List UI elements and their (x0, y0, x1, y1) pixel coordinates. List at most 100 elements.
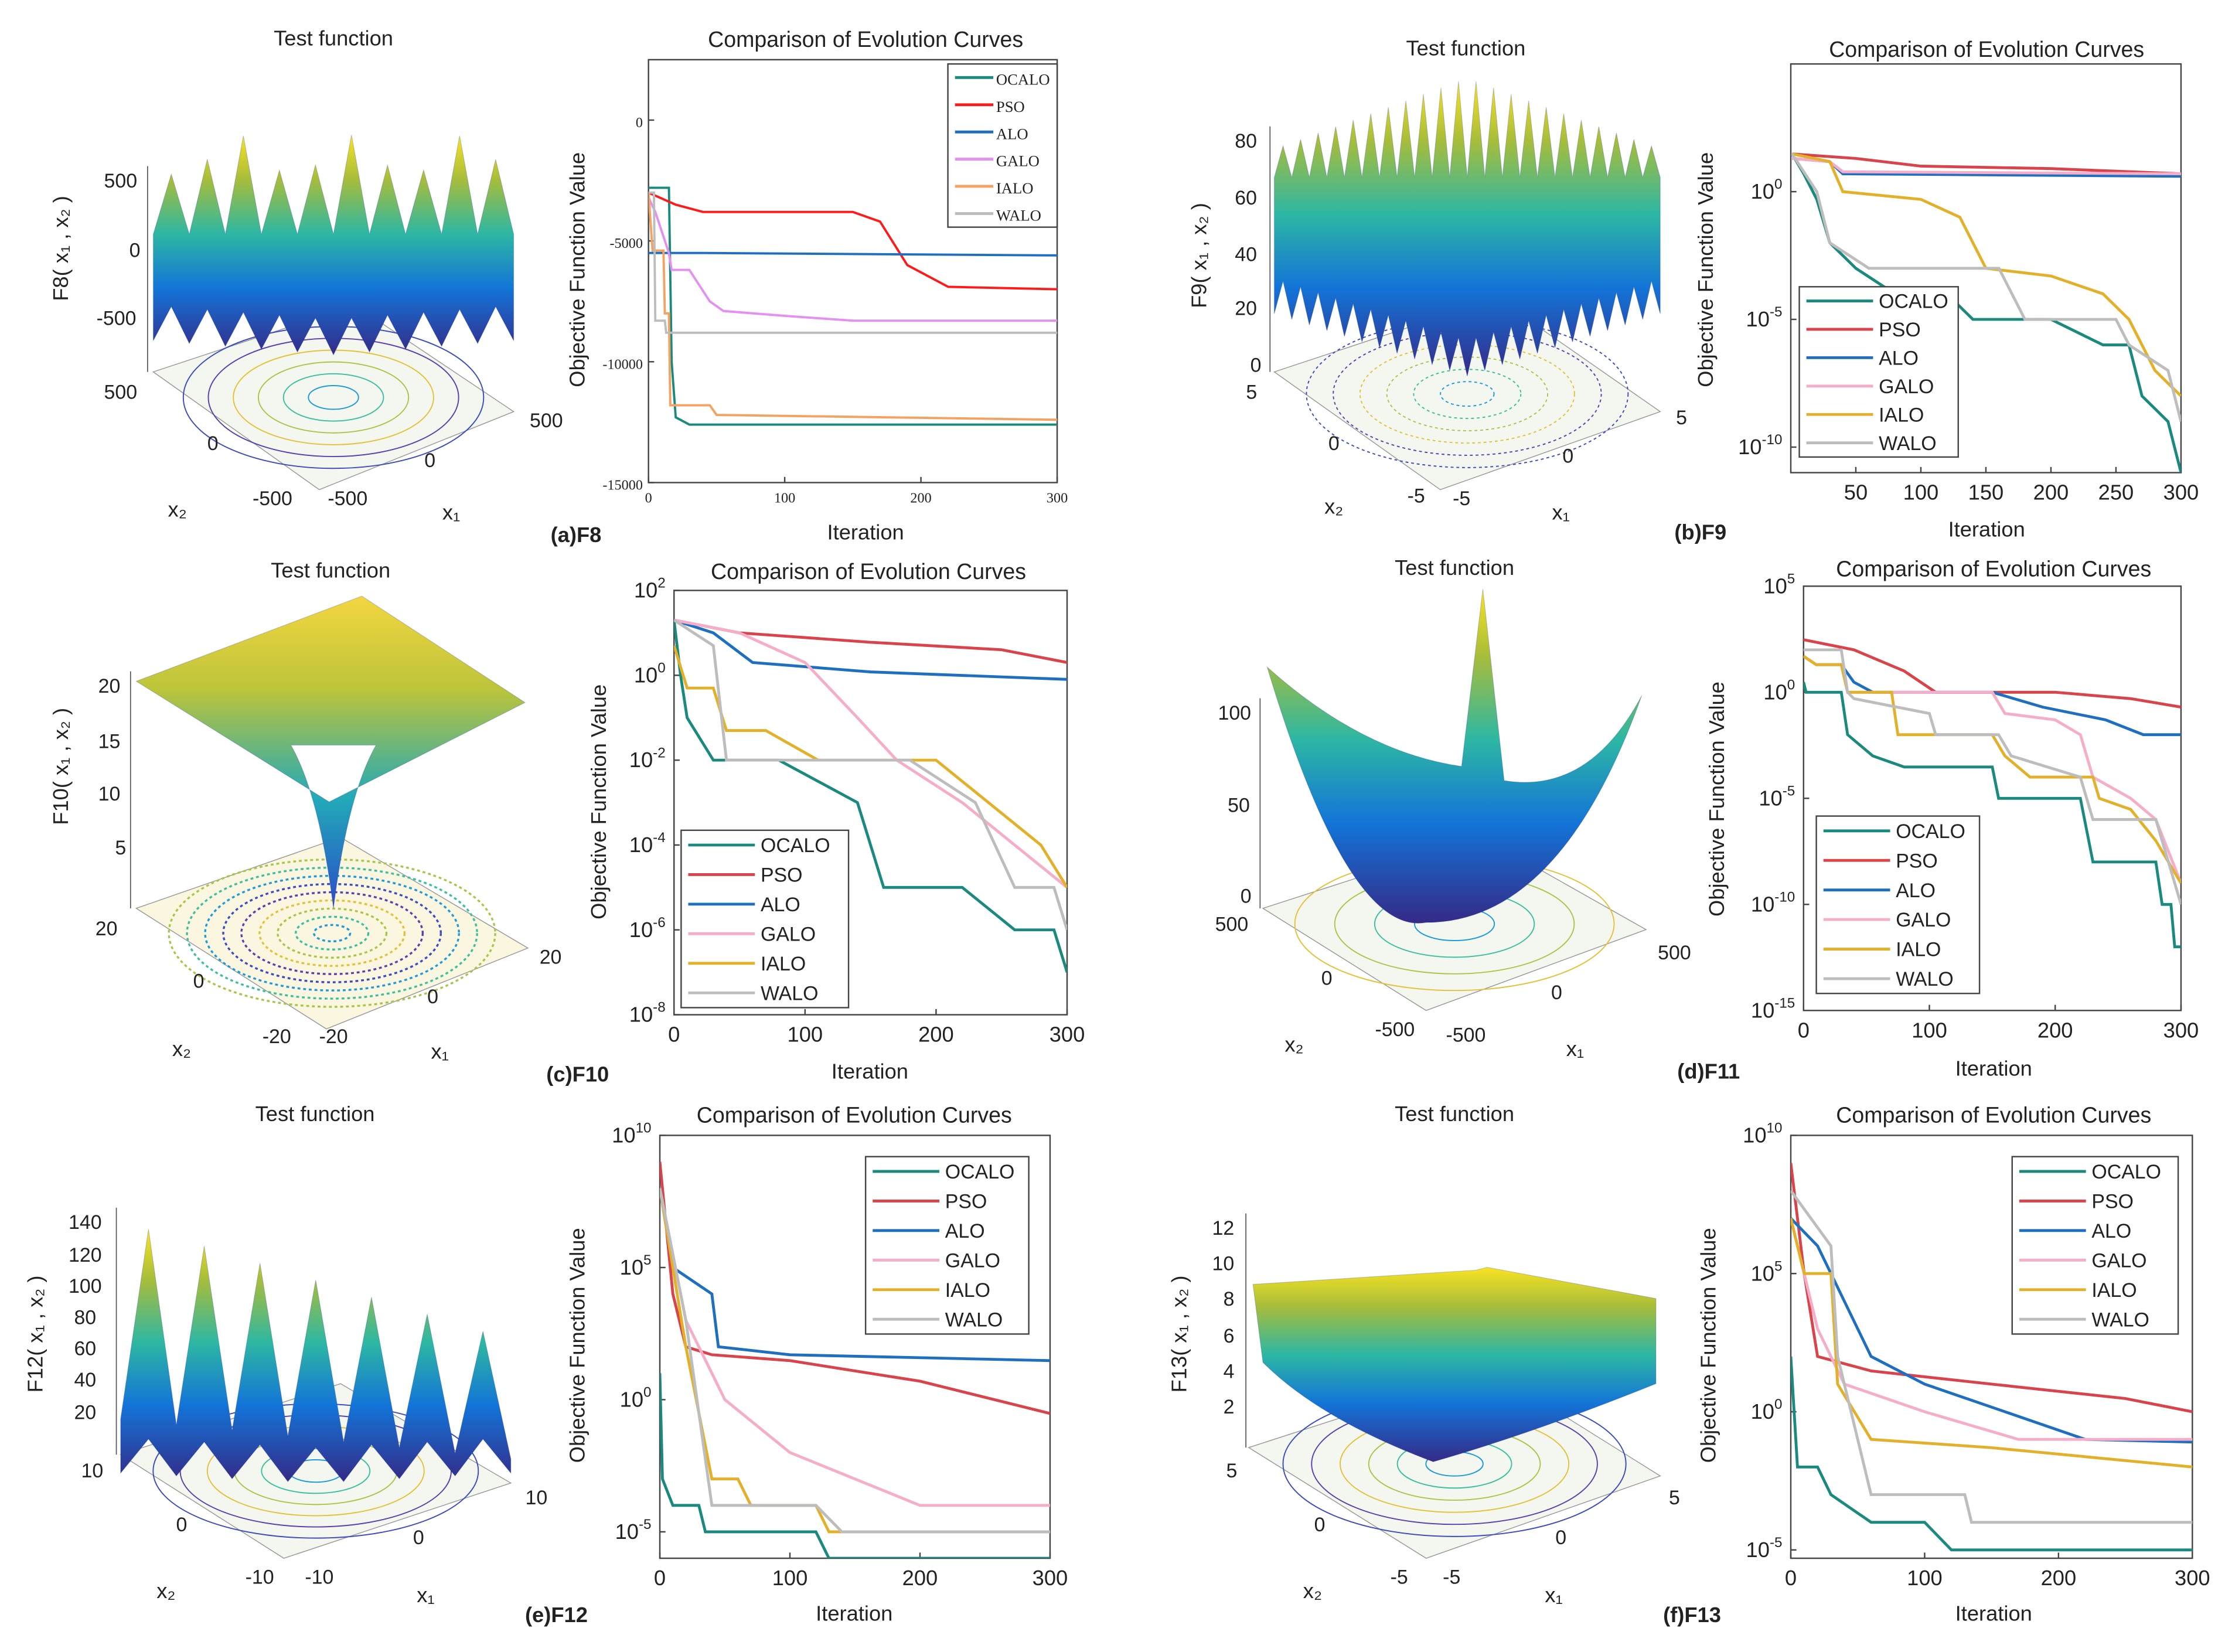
legend-label: WALO (1896, 968, 1954, 990)
legend-label: PSO (1896, 850, 1938, 872)
x2-tick-label: 500 (1215, 914, 1249, 936)
y-tick-label: 100 (634, 660, 666, 687)
x2-tick-label: -5 (1408, 485, 1425, 507)
y-tick-exponent: 0 (1787, 677, 1795, 693)
surface-mesh (120, 1229, 512, 1483)
surface-plot-title: Test function (271, 558, 390, 583)
z-tick-label: 50 (1228, 794, 1250, 816)
panel-caption: (e)F12 (525, 1603, 588, 1627)
evolution-chart: Comparison of Evolution Curves Iteration O… (1674, 37, 2199, 544)
series-line-alo (674, 618, 1068, 681)
y-tick-exponent: 2 (657, 575, 665, 591)
legend-label: PSO (761, 864, 803, 887)
y-tick-exponent: -10 (1774, 889, 1795, 905)
y-tick-label: 10-5 (1746, 304, 1783, 331)
surface-plot-panel: Test function 500 0 -500 F8( x₁ , x₂ ) 500 0 -5… (49, 26, 563, 524)
contour-line (261, 1447, 371, 1494)
y-tick-base: 10 (1751, 1399, 1774, 1423)
x2-tick-label: 0 (1314, 1514, 1326, 1536)
y-tick-exponent: -5 (1770, 304, 1783, 320)
x2-axis-label: x₂ (1303, 1579, 1322, 1603)
x-tick-label: 250 (2098, 481, 2134, 505)
legend-label: WALO (2091, 1309, 2149, 1331)
x-tick-label: 300 (1047, 490, 1068, 506)
y-axis-label: Objective Function Value (587, 684, 611, 919)
series-line-galo (1791, 1218, 2193, 1441)
series-line-ialo (1791, 1218, 2193, 1469)
y-tick-label: -15000 (602, 478, 643, 493)
x1-tick-label: 0 (413, 1527, 424, 1549)
x-tick-label: 200 (902, 1566, 938, 1590)
y-tick-label: 100 (1751, 1396, 1783, 1423)
x-axis-label: Iteration (816, 1602, 892, 1626)
contour-line (257, 361, 410, 434)
x2-tick-label: 5 (1246, 382, 1257, 404)
y-tick-exponent: 5 (1774, 1258, 1782, 1274)
y-axis-label: Objective Function Value (1696, 1228, 1720, 1463)
y-tick-label: 10-10 (1751, 889, 1795, 916)
x1-tick-label: 0 (1551, 982, 1562, 1004)
y-tick-exponent: -2 (653, 745, 666, 761)
x2-axis-label: x₂ (1324, 495, 1343, 519)
legend-label: OCALO (996, 70, 1050, 88)
legend-label: ALO (1879, 347, 1919, 369)
z-tick-label: 0 (130, 239, 141, 261)
z-tick-label: 100 (1218, 702, 1251, 724)
legend-label: PSO (996, 98, 1025, 115)
legend-label: WALO (1879, 432, 1937, 455)
series-line-walo (1791, 1190, 2193, 1524)
series-line-galo (1792, 156, 2181, 176)
panel-caption: (c)F10 (546, 1062, 609, 1086)
series-line-ocalo (648, 186, 1058, 426)
y-tick-label: 105 (620, 1252, 652, 1279)
contour-line (295, 915, 370, 951)
x-axis-label: Iteration (832, 1060, 908, 1084)
y-tick-exponent: 10 (636, 1120, 652, 1136)
y-axis-label: Objective Function Value (565, 1228, 590, 1463)
chart-title: Comparison of Evolution Curves (1836, 556, 2151, 581)
chart-title: Comparison of Evolution Curves (1836, 1103, 2151, 1128)
legend-label: ALO (2091, 1220, 2131, 1242)
legend-label: WALO (996, 207, 1041, 224)
z-tick-label: 12 (1212, 1217, 1235, 1239)
chart-title: Comparison of Evolution Curves (697, 1103, 1012, 1128)
x-tick-label: 100 (1903, 481, 1939, 505)
series-line-alo (648, 251, 1058, 257)
legend-label: OCALO (1879, 291, 1948, 313)
x-tick-label: 300 (2163, 1018, 2199, 1042)
x2-tick-label: -500 (1375, 1019, 1415, 1041)
x2-axis-label: x₂ (1284, 1033, 1303, 1057)
y-tick-label: 10-10 (1738, 432, 1782, 459)
y-tick-exponent: -5 (1783, 783, 1795, 799)
y-tick-base: 10 (620, 1388, 643, 1412)
y-tick-base: 10 (629, 748, 653, 772)
y-tick-label: 10-15 (1751, 995, 1795, 1022)
y-tick-label: 100 (620, 1385, 652, 1412)
x2-tick-label: 20 (96, 918, 118, 940)
surface-plot-title: Test function (1395, 1102, 1514, 1126)
x1-tick-label: -5 (1443, 1566, 1460, 1589)
legend-label: WALO (945, 1309, 1003, 1331)
y-tick-base: -5000 (609, 236, 642, 251)
x1-tick-label: 0 (424, 449, 435, 472)
legend-label: OCALO (2091, 1161, 2161, 1183)
x-tick-label: 0 (668, 1023, 680, 1047)
y-tick-base: 10 (629, 918, 653, 942)
series-line-pso (1792, 152, 2181, 176)
x1-tick-label: 0 (1555, 1527, 1566, 1549)
x-tick-label: 50 (1844, 481, 1868, 505)
contour-line (222, 883, 442, 983)
y-tick-base: 10 (1751, 892, 1774, 916)
x-tick-label: 100 (1907, 1566, 1943, 1590)
y-tick-base: 10 (1746, 307, 1770, 331)
x-axis-label: Iteration (827, 520, 904, 544)
x-tick-label: 100 (788, 1023, 823, 1047)
x-tick-label: 0 (654, 1566, 666, 1590)
surface-plot-panel: Test function 20 15 10 5 F10( x₁ , x₂ ) 20 0 -20… (49, 558, 561, 1064)
x1-tick-label: -10 (305, 1566, 333, 1589)
z-tick-label: 20 (1235, 298, 1257, 320)
z-tick-label: 8 (1224, 1288, 1235, 1310)
y-tick-exponent: -8 (653, 1000, 666, 1016)
y-tick-base: 10 (1746, 1538, 1770, 1562)
